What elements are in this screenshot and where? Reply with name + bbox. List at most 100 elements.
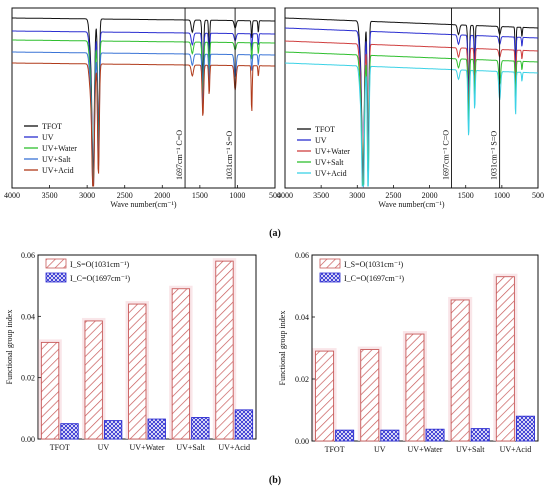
x-tick-label: 4000 — [4, 191, 20, 200]
y-tick-label: 0.02 — [295, 375, 309, 384]
x-tick-label: 1500 — [458, 191, 474, 200]
spectrum-line-uv — [285, 27, 538, 188]
caption-b: (b) — [269, 475, 281, 486]
bar-so-tfot — [315, 350, 335, 442]
y-tick-label: 0.02 — [21, 374, 35, 383]
x-tick-label: 1000 — [229, 191, 245, 200]
y-tick-label: 0.04 — [21, 312, 35, 321]
x-tick-label: 2000 — [422, 191, 438, 200]
bar-so-uv-salt — [171, 288, 191, 440]
reference-label-1697: 1697cm⁻¹ C=O — [441, 130, 450, 180]
legend-label: UV+Water — [315, 147, 350, 156]
legend-label: UV+Water — [42, 144, 77, 153]
bar-panel-left: TFOT UV UV+Water UV+Salt UV+Acid 0.00 0.02 0.04… — [5, 251, 257, 452]
category-label: UV+Salt — [176, 443, 205, 452]
bar-so-uv-water — [405, 333, 425, 442]
x-tick-label: 2500 — [117, 191, 133, 200]
category-label: UV — [374, 445, 386, 454]
x-tick-label: 2000 — [154, 191, 170, 200]
bar-panel-right: TFOT UV UV+Water UV+Salt UV+Acid 0.00 0.02 0.04… — [278, 251, 539, 454]
x-tick-label: 2500 — [385, 191, 401, 200]
category-label: UV+Acid — [500, 445, 532, 454]
bar-co-uv-acid — [234, 409, 254, 440]
x-tick-label: 3500 — [313, 191, 329, 200]
legend-label: UV — [315, 136, 327, 145]
legend-label: UV+Salt — [42, 155, 71, 164]
bar-co-uv-acid — [515, 415, 535, 442]
spectrum-line-uv-water — [12, 39, 275, 187]
y-axis-label: Functional group index — [5, 310, 14, 385]
legend-swatch-so — [45, 258, 67, 269]
x-tick-label: 4000 — [277, 191, 293, 200]
spectrum-line-tfot — [12, 17, 275, 175]
legend-label: UV+Salt — [315, 158, 344, 167]
bar-so-uv-acid — [495, 276, 515, 442]
reference-label-1031: 1031cm⁻¹ S=O — [225, 131, 234, 180]
x-tick-label: 3500 — [42, 191, 58, 200]
category-label: UV+Water — [130, 443, 165, 452]
y-tick-label: 0.06 — [295, 251, 309, 260]
reference-label-1697: 1697cm⁻¹ C=O — [175, 130, 184, 180]
y-tick-label: 0.04 — [295, 313, 309, 322]
category-label: UV+Acid — [218, 443, 250, 452]
x-tick-label: 1500 — [192, 191, 208, 200]
legend-swatch-so — [319, 258, 341, 269]
legend-label: UV+Acid — [42, 166, 74, 175]
spectrum-line-uv — [12, 30, 275, 183]
y-tick-label: 0.00 — [21, 435, 35, 444]
spectrum-line-uv-acid — [12, 62, 275, 187]
x-axis-label: Wave number(cm⁻¹) — [110, 200, 177, 209]
spectra-panel-left: 1697cm⁻¹ C=O 1031cm⁻¹ S=O 4000 3500 3000 2500… — [4, 7, 281, 209]
bar-co-tfot — [60, 423, 79, 440]
bar-co-tfot — [335, 429, 355, 442]
y-tick-label: 0.06 — [21, 251, 35, 260]
bar-co-uv-salt — [191, 417, 210, 440]
x-tick-label: 3000 — [349, 191, 365, 200]
category-label: TFOT — [325, 445, 345, 454]
legend-label: UV+Acid — [315, 169, 347, 178]
spectrum-line-uv-acid — [285, 62, 538, 187]
bar-co-uv-water — [147, 418, 166, 440]
spectrum-line-uv-water — [285, 40, 538, 187]
x-axis-label: Wave number(cm⁻¹) — [378, 200, 445, 209]
x-tick-label: 500 — [269, 191, 281, 200]
spectrum-line-uv-salt — [285, 51, 538, 187]
category-label: UV+Water — [408, 445, 443, 454]
plot-frame — [284, 7, 539, 189]
caption-a: (a) — [269, 228, 281, 239]
y-tick-label: 0.00 — [295, 437, 309, 446]
category-label: UV+Salt — [456, 445, 485, 454]
reference-label-1031: 1031cm⁻¹ S=O — [490, 131, 499, 180]
functional-group-index-panels: TFOT UV UV+Water UV+Salt UV+Acid 0.00 0.02 0.04… — [5, 251, 539, 454]
legend-label-co: I_C=O(1697cm⁻¹) — [344, 274, 404, 283]
bar-so-tfot — [40, 341, 60, 440]
bar-co-uv-salt — [470, 428, 490, 442]
y-axis-label: Functional group index — [278, 311, 287, 386]
bar-so-uv — [84, 320, 103, 440]
legend-swatch-co — [319, 272, 341, 283]
ftir-spectra-panels: 1697cm⁻¹ C=O 1031cm⁻¹ S=O 4000 3500 3000 2500… — [4, 7, 544, 209]
legend-label-so: I_S=O(1031cm⁻¹) — [70, 260, 129, 269]
x-tick-label: 500 — [532, 191, 544, 200]
bar-so-uv-salt — [450, 299, 470, 442]
bar-so-uv-water — [128, 303, 147, 440]
spectra-panel-right: 1697cm⁻¹ C=O 1031cm⁻¹ S=O 4000 3500 3000 2500… — [277, 7, 544, 209]
bar-so-uv — [360, 349, 380, 442]
bar-co-uv-water — [425, 428, 445, 442]
x-tick-label: 3000 — [79, 191, 95, 200]
spectrum-line-tfot — [285, 17, 538, 187]
bar-co-uv — [103, 420, 123, 440]
plot-frame — [11, 7, 276, 189]
bar-co-uv — [380, 429, 400, 442]
legend-label: UV — [42, 133, 54, 142]
spectrum-line-uv-salt — [12, 51, 275, 187]
category-label: UV — [98, 443, 110, 452]
legend-label-so: I_S=O(1031cm⁻¹) — [344, 260, 403, 269]
legend-label-co: I_C=O(1697cm⁻¹) — [70, 274, 130, 283]
legend-label: TFOT — [315, 125, 335, 134]
category-label: TFOT — [50, 443, 70, 452]
bar-so-uv-acid — [215, 260, 234, 440]
x-tick-label: 1000 — [494, 191, 510, 200]
legend-label: TFOT — [42, 122, 62, 131]
